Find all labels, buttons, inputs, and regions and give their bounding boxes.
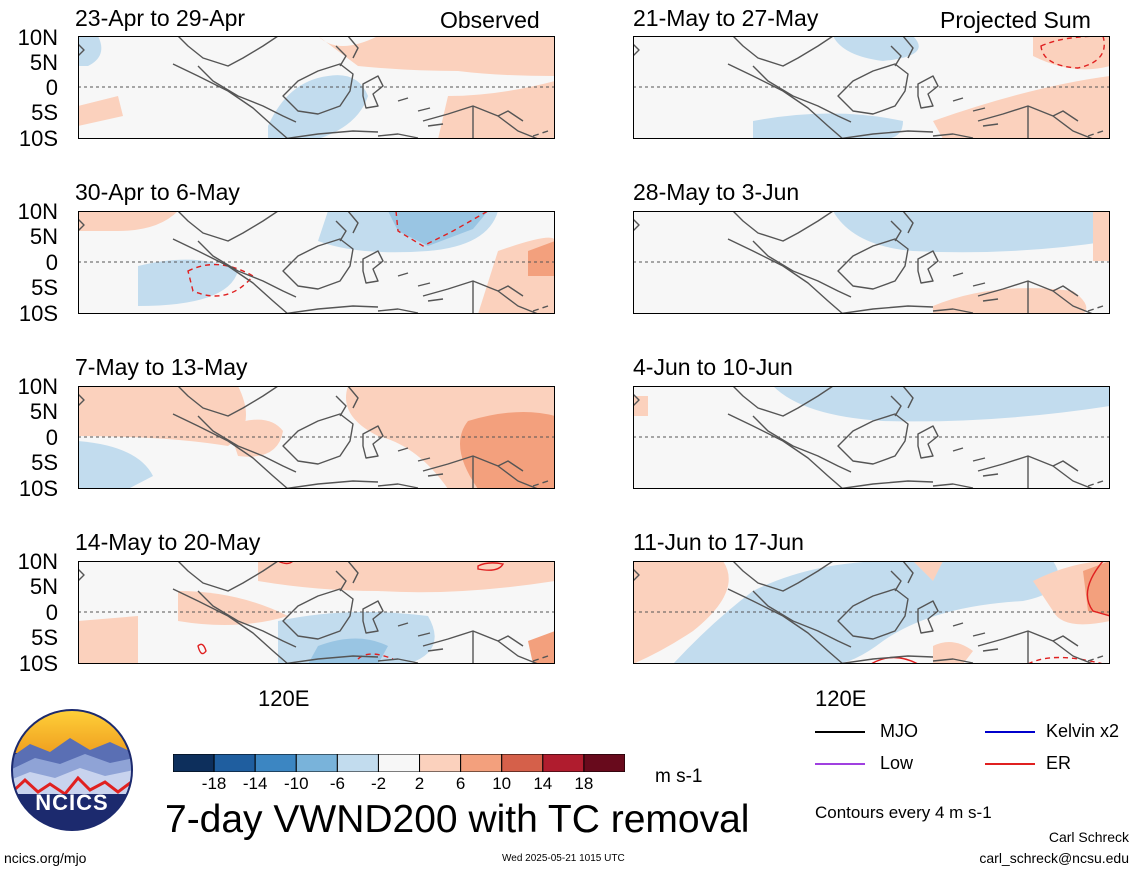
colorbar-ticks: -18 -14 -10 -6 -2 2 6 10 14 18: [173, 774, 625, 796]
panel-title: 14-May to 20-May: [75, 529, 261, 555]
lat-label: 10N: [17, 549, 58, 574]
colorbar-swatch: [295, 753, 338, 773]
colorbar-swatch: [336, 753, 379, 773]
colorbar-tick-label: 6: [455, 774, 466, 793]
colorbar-swatch: [501, 753, 544, 773]
legend-note: Contours every 4 m s-1: [815, 803, 992, 822]
colorbar-swatch: [213, 753, 256, 773]
map-panel-obs-4: [78, 561, 555, 664]
colorbar-swatch: [460, 753, 503, 773]
lat-label: 0: [45, 250, 58, 275]
map-panel-proj-2: [633, 211, 1110, 314]
footer-timestamp: Wed 2025-05-21 1015 UTC: [502, 853, 625, 864]
map-panel-proj-3: [633, 386, 1110, 489]
lat-label: 5S: [31, 625, 58, 650]
legend-label-mjo: MJO: [880, 721, 918, 741]
panel-title: 28-May to 3-Jun: [633, 179, 800, 205]
panel-title: 11-Jun to 17-Jun: [633, 529, 804, 555]
lat-label: 0: [45, 75, 58, 100]
panel-title: 7-May to 13-May: [75, 354, 248, 380]
colorbar-tick-label: -18: [201, 774, 227, 793]
lat-label: 10N: [17, 374, 58, 399]
colorbar-tick-label: 2: [414, 774, 425, 793]
legend-line-kelvin: [985, 731, 1035, 733]
lat-label: 5S: [31, 100, 58, 125]
panel-tag-observed: Observed: [440, 7, 540, 33]
map-panel-proj-4: [633, 561, 1110, 664]
footer-author: Carl Schreck: [1048, 829, 1129, 845]
lat-label: 5N: [29, 224, 58, 249]
map-panel-obs-2: [78, 211, 555, 314]
logo-text: NCICS: [35, 790, 109, 815]
main-title: 7-day VWND200 with TC removal: [165, 798, 750, 841]
ncics-logo: NCICS: [10, 708, 134, 832]
lat-label: 10S: [18, 476, 58, 501]
lat-label: 10S: [18, 301, 58, 326]
colorbar-tick-label: -2: [370, 774, 387, 793]
colorbar-swatch: [172, 753, 215, 773]
lon-label-right: 120E: [815, 686, 867, 711]
panel-title: 23-Apr to 29-Apr: [75, 5, 246, 31]
legend-label-low: Low: [880, 753, 914, 773]
lat-label: 5N: [29, 50, 58, 75]
lat-label: 10N: [17, 199, 58, 224]
footer-email: carl_schreck@ncsu.edu: [979, 850, 1129, 866]
map-panel-proj-1: [633, 36, 1110, 139]
colorbar-tick-label: -6: [329, 774, 345, 793]
lat-label: 0: [45, 425, 58, 450]
colorbar-swatch: [377, 753, 421, 773]
lat-label: 10N: [17, 25, 58, 50]
lat-label: 5S: [31, 275, 58, 300]
colorbar-tick-label: 18: [574, 774, 594, 793]
lon-label-left: 120E: [258, 686, 310, 711]
colorbar-tick-label: -14: [242, 774, 268, 793]
panel-title: 21-May to 27-May: [633, 5, 819, 31]
colorbar-tick-label: 14: [533, 774, 553, 793]
lat-label: 5N: [29, 574, 58, 599]
colorbar-swatch: [542, 753, 585, 773]
legend-line-low: [815, 763, 865, 765]
colorbar-swatch: [583, 753, 626, 773]
legend-line-mjo: [815, 731, 865, 733]
colorbar-tick-label: 10: [492, 774, 512, 793]
legend-label-er: ER: [1046, 753, 1072, 773]
colorbar-swatch: [254, 753, 297, 773]
panel-tag-projected: Projected Sum: [940, 7, 1091, 33]
lat-label: 5N: [29, 399, 58, 424]
legend-line-er: [985, 763, 1035, 765]
colorbar-swatch: [419, 753, 462, 773]
panel-title: 4-Jun to 10-Jun: [633, 354, 793, 380]
colorbar-tick-label: -10: [284, 774, 309, 793]
colorbar-units: m s-1: [655, 766, 703, 787]
lat-label: 10S: [18, 651, 58, 676]
panel-title: 30-Apr to 6-May: [75, 179, 240, 205]
lat-label: 10S: [18, 126, 58, 151]
legend-label-kelvin: Kelvin x2: [1046, 721, 1120, 741]
footer-url: ncics.org/mjo: [4, 850, 87, 866]
lat-label: 5S: [31, 450, 58, 475]
lat-label: 0: [45, 600, 58, 625]
map-panel-obs-3: [78, 386, 555, 489]
map-panel-obs-1: [78, 36, 555, 139]
colorbar: [172, 753, 626, 773]
